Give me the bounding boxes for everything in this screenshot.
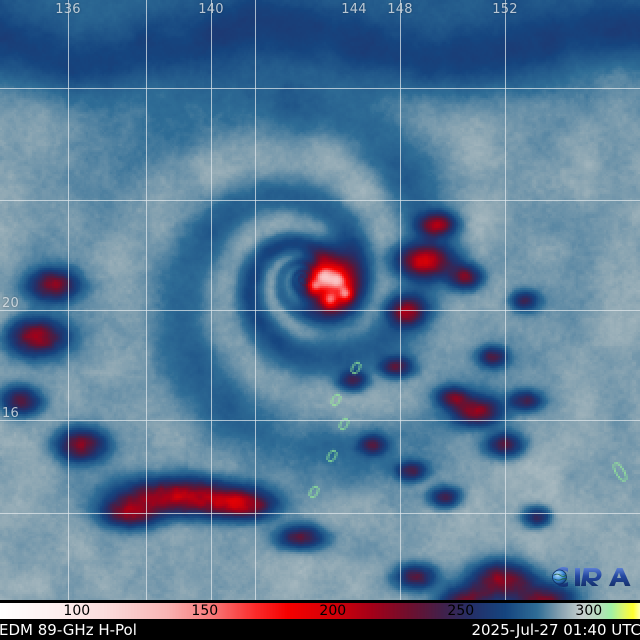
colorbar-tick-labels: 100 150 200 250 300	[0, 603, 640, 619]
satellite-image-panel[interactable]: 136 140 144 148 152 20 16	[0, 0, 640, 600]
cira-logo	[552, 567, 631, 587]
colorbar-tick-100: 100	[63, 603, 91, 619]
brightness-temperature-colorbar	[0, 603, 640, 619]
footer-bar: EDM 89-GHz H-Pol 2025-Jul-27 01:40 UTC	[0, 620, 640, 640]
colorbar-panel: 100 150 200 250 300	[0, 600, 640, 620]
colorbar-tick-150: 150	[191, 603, 219, 619]
colorbar-tick-300: 300	[575, 603, 603, 619]
colorbar-tick-250: 250	[447, 603, 475, 619]
microwave-brightness-temperature-image[interactable]	[0, 0, 640, 600]
colorbar-tick-200: 200	[319, 603, 347, 619]
sensor-label: EDM 89-GHz H-Pol	[0, 621, 137, 639]
timestamp-label: 2025-Jul-27 01:40 UTC	[471, 621, 640, 639]
